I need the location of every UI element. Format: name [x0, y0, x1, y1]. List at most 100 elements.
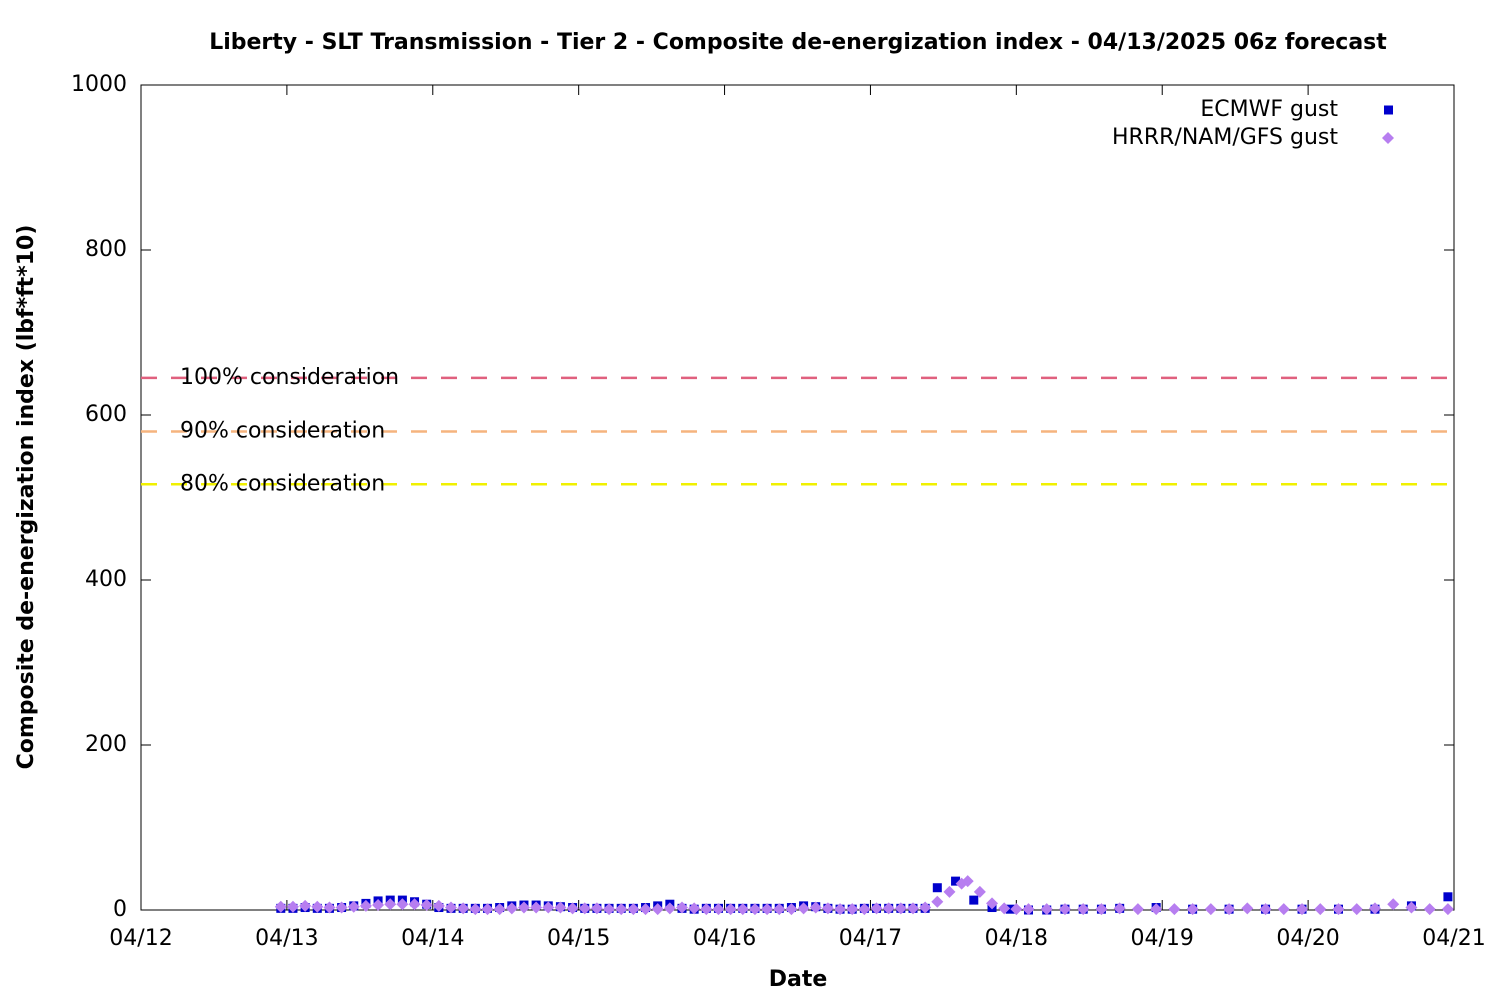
data-point [1277, 903, 1290, 916]
data-point [932, 883, 942, 893]
plot-frame [140, 84, 1455, 911]
data-point [858, 903, 871, 916]
data-point [505, 902, 518, 915]
data-point [973, 885, 986, 898]
data-point [1131, 903, 1144, 916]
data-point [1314, 903, 1327, 916]
x-tick-label: 04/14 [401, 926, 464, 951]
data-point [323, 901, 336, 914]
data-point [773, 903, 786, 916]
data-point [870, 902, 883, 915]
x-tick-label: 04/21 [1422, 926, 1485, 951]
data-point [372, 899, 385, 912]
data-point [834, 903, 847, 916]
threshold-label: 100% consideration [180, 365, 399, 390]
data-point [797, 902, 810, 915]
data-point [639, 903, 652, 916]
data-point [311, 900, 324, 913]
data-point [566, 902, 579, 915]
data-point [554, 901, 567, 914]
data-point [821, 902, 834, 915]
data-point [724, 903, 737, 916]
data-point [493, 903, 506, 916]
data-point [894, 902, 907, 915]
data-point [1022, 903, 1035, 916]
legend-marker [1384, 105, 1393, 115]
data-point [286, 900, 299, 913]
data-point [986, 897, 999, 910]
data-point [961, 875, 974, 888]
data-point [1405, 901, 1418, 914]
data-point [469, 903, 482, 916]
data-point [481, 903, 494, 916]
data-point [676, 901, 689, 914]
data-point [274, 900, 287, 913]
data-point [1368, 902, 1381, 915]
x-tick-label: 04/16 [693, 926, 756, 951]
data-point [943, 885, 956, 898]
x-tick-label: 04/12 [109, 926, 172, 951]
data-point [530, 901, 543, 914]
data-point [542, 901, 555, 914]
data-point [1010, 903, 1023, 916]
x-tick-label: 04/19 [1131, 926, 1194, 951]
data-point [1168, 903, 1181, 916]
data-point [761, 903, 774, 916]
threshold-label: 80% consideration [180, 471, 385, 496]
data-point [919, 901, 932, 914]
data-point [384, 898, 397, 911]
data-point [951, 876, 961, 886]
data-point [1259, 903, 1272, 916]
data-point [931, 895, 944, 908]
x-tick-label: 04/18 [985, 926, 1048, 951]
data-point [712, 903, 725, 916]
data-point [882, 902, 895, 915]
data-point [408, 898, 421, 911]
data-point [846, 903, 859, 916]
data-point [396, 898, 409, 911]
x-tick-label: 04/15 [547, 926, 610, 951]
data-point [1387, 898, 1400, 911]
data-point [998, 902, 1011, 915]
data-point [347, 900, 360, 913]
legend-marker [1382, 132, 1394, 144]
data-point [906, 902, 919, 915]
data-point [1113, 902, 1126, 915]
x-tick-label: 04/20 [1276, 926, 1339, 951]
y-tick-label: 800 [85, 237, 127, 262]
data-point [1223, 903, 1236, 916]
data-point [445, 901, 458, 914]
data-point [517, 901, 530, 914]
data-point [1443, 892, 1453, 902]
data-point [432, 899, 445, 912]
data-point [457, 902, 470, 915]
data-point [1040, 903, 1053, 916]
data-point [1423, 903, 1436, 916]
data-point [578, 902, 591, 915]
data-point [1441, 903, 1454, 916]
data-point [420, 899, 433, 912]
y-tick-label: 1000 [71, 72, 127, 97]
y-tick-label: 200 [85, 732, 127, 757]
data-point [809, 901, 822, 914]
legend-label: HRRR/NAM/GFS gust [1112, 125, 1338, 150]
data-point [736, 903, 749, 916]
x-tick-label: 04/17 [839, 926, 902, 951]
x-axis-label: Date [769, 967, 828, 992]
data-point [1150, 903, 1163, 916]
data-point [1204, 903, 1217, 916]
y-tick-label: 0 [113, 897, 127, 922]
y-axis-label: Composite de-energization index (lbf*ft*… [14, 225, 39, 770]
data-point [1350, 903, 1363, 916]
data-point [688, 902, 701, 915]
data-point [969, 895, 979, 905]
y-tick-label: 600 [85, 402, 127, 427]
data-point [603, 903, 616, 916]
x-tick-label: 04/13 [255, 926, 318, 951]
data-point [299, 899, 312, 912]
data-point [615, 903, 628, 916]
data-point [700, 903, 713, 916]
data-point [335, 901, 348, 914]
data-point [1332, 903, 1345, 916]
